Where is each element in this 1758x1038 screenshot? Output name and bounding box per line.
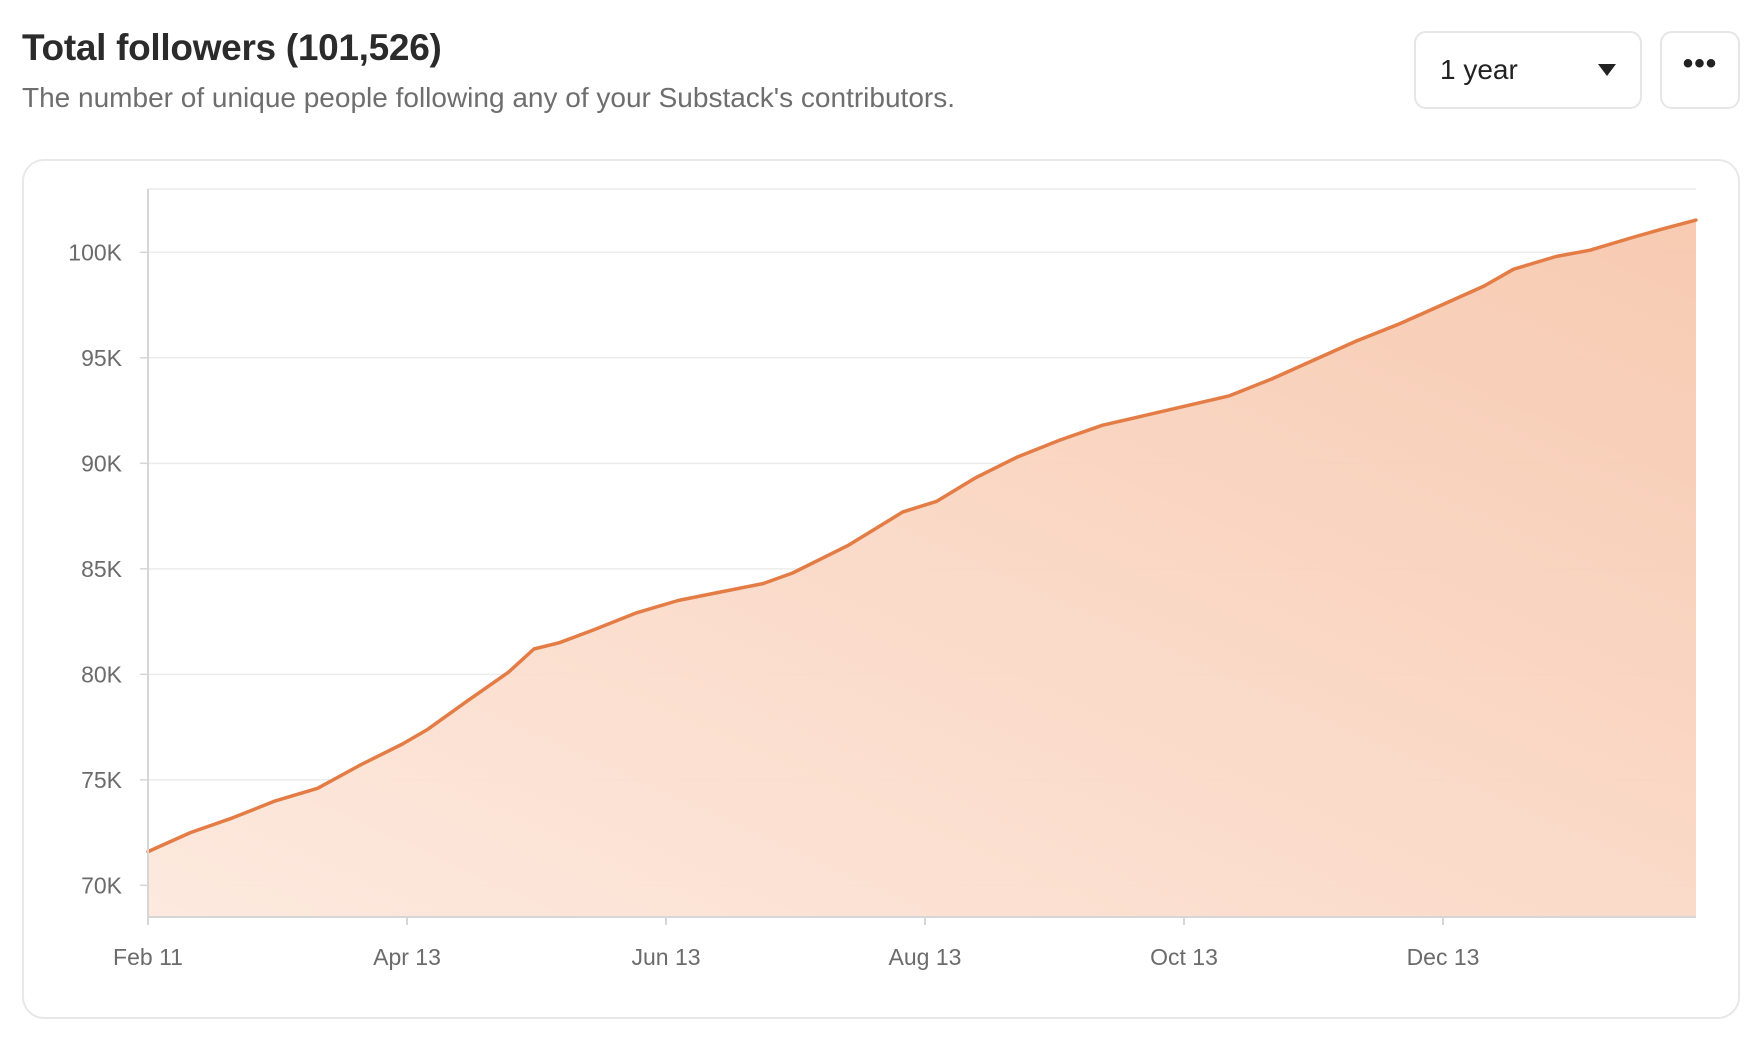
time-range-dropdown[interactable]: 1 year <box>1414 31 1642 109</box>
y-tick-label: 90K <box>81 450 123 476</box>
chart-header: Total followers (101,526) The number of … <box>22 24 955 118</box>
more-horizontal-icon: ••• <box>1682 47 1718 80</box>
area-fill <box>148 220 1696 918</box>
y-tick-label: 80K <box>81 661 123 687</box>
y-tick-label: 85K <box>81 556 123 582</box>
y-tick-label: 75K <box>81 767 123 793</box>
chart-subtitle: The number of unique people following an… <box>22 82 955 113</box>
y-tick-label: 100K <box>68 239 122 265</box>
more-options-button[interactable]: ••• <box>1660 31 1740 109</box>
time-range-label: 1 year <box>1440 54 1518 85</box>
x-tick-label: Jun 13 <box>631 944 700 970</box>
y-tick-label: 95K <box>81 345 123 371</box>
chevron-down-icon <box>1598 64 1616 76</box>
x-tick-label: Oct 13 <box>1150 944 1218 970</box>
y-tick-label: 70K <box>81 872 123 898</box>
x-tick-label: Dec 13 <box>1407 944 1480 970</box>
x-tick-label: Apr 13 <box>373 944 441 970</box>
x-tick-label: Aug 13 <box>889 944 962 970</box>
followers-area-chart: 70K 75K 80K 85K 90K 95K 100K Feb 11 Apr 13 Jun 13… <box>68 188 1698 970</box>
series-line <box>146 218 1698 854</box>
chart-title: Total followers (101,526) <box>22 27 442 68</box>
x-tick-label: Feb 11 <box>113 944 183 970</box>
chart-card: 70K 75K 80K 85K 90K 95K 100K Feb 11 Apr 13 Jun 13… <box>22 159 1740 1019</box>
